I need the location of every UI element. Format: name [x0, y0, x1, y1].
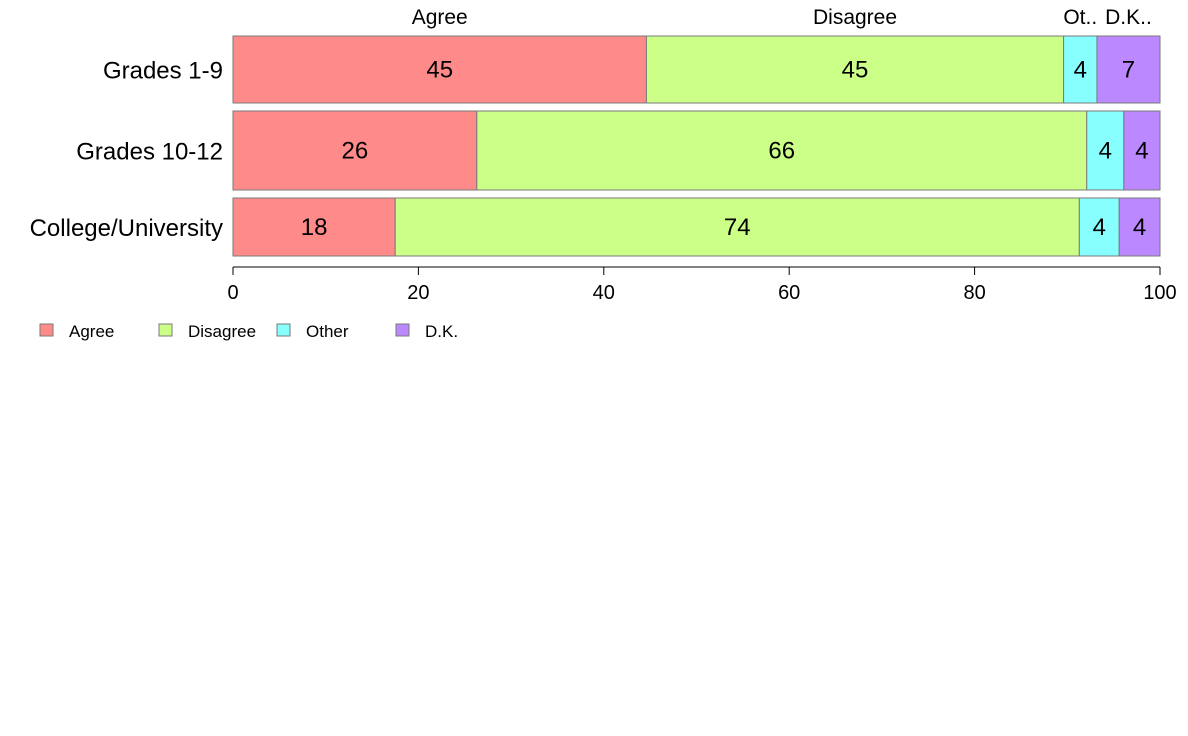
- data-label-0-0: 45: [426, 57, 453, 84]
- legend-swatch-1: [158, 323, 173, 337]
- data-label-2-1: 4: [1099, 138, 1112, 165]
- bar-segment-0-1: [232, 110, 478, 191]
- series-header-0: Agree: [412, 6, 468, 29]
- bar-segment-3-0: [1096, 35, 1161, 104]
- data-label-0-1: 26: [342, 138, 369, 165]
- data-label-3-1: 4: [1135, 138, 1148, 165]
- category-labels: Grades 1-9 Grades 10-12 College/University: [30, 58, 223, 243]
- bar-segment-0-0: [232, 35, 647, 104]
- bar-segment-2-0: [1063, 35, 1098, 104]
- data-label-2-2: 4: [1093, 214, 1106, 241]
- data-label-0-2: 18: [301, 214, 328, 241]
- legend-label-1: Disagree: [188, 322, 256, 341]
- legend-swatch-0: [39, 323, 54, 337]
- bar-segment-0-2: [232, 197, 396, 257]
- x-tick-label-1: 20: [407, 282, 429, 304]
- legend-swatch-2: [276, 323, 291, 337]
- x-tick-label-2: 40: [593, 282, 615, 304]
- legend-label-3: D.K.: [425, 322, 458, 341]
- x-tick-label-3: 60: [778, 282, 800, 304]
- data-label-3-0: 7: [1122, 57, 1135, 84]
- series-header-labels: Agree Disagree Ot.. D.K..: [412, 6, 1152, 29]
- bar-segment-3-2: [1118, 197, 1161, 257]
- legend: Agree Disagree Other D.K.: [39, 322, 458, 341]
- legend-label-0: Agree: [69, 322, 114, 341]
- x-tick-label-0: 0: [227, 282, 238, 304]
- x-tick-label-5: 100: [1143, 282, 1176, 304]
- x-tick-label-4: 80: [963, 282, 985, 304]
- legend-label-2: Other: [306, 322, 349, 341]
- category-label-2: College/University: [30, 215, 223, 242]
- series-header-2: Ot..: [1063, 6, 1097, 29]
- category-label-1: Grades 10-12: [76, 139, 223, 166]
- data-label-1-0: 45: [842, 57, 869, 84]
- data-label-3-2: 4: [1133, 214, 1146, 241]
- series-header-1: Disagree: [813, 6, 897, 29]
- bar-segment-1-1: [476, 110, 1088, 191]
- data-label-1-1: 66: [768, 138, 795, 165]
- bar-segment-2-1: [1086, 110, 1125, 191]
- data-label-2-0: 4: [1074, 57, 1087, 84]
- category-label-0: Grades 1-9: [103, 58, 223, 85]
- x-axis: 0 20 40 60 80 100: [227, 266, 1177, 304]
- legend-swatch-3: [395, 323, 410, 337]
- bar-segment-3-1: [1123, 110, 1161, 191]
- bar-segment-1-2: [394, 197, 1080, 257]
- series-header-3: D.K..: [1105, 6, 1152, 29]
- bars: 45 45 4 726 66 4 418 74 4 4: [232, 35, 1161, 257]
- bar-segment-1-0: [645, 35, 1065, 104]
- data-label-1-2: 74: [724, 214, 751, 241]
